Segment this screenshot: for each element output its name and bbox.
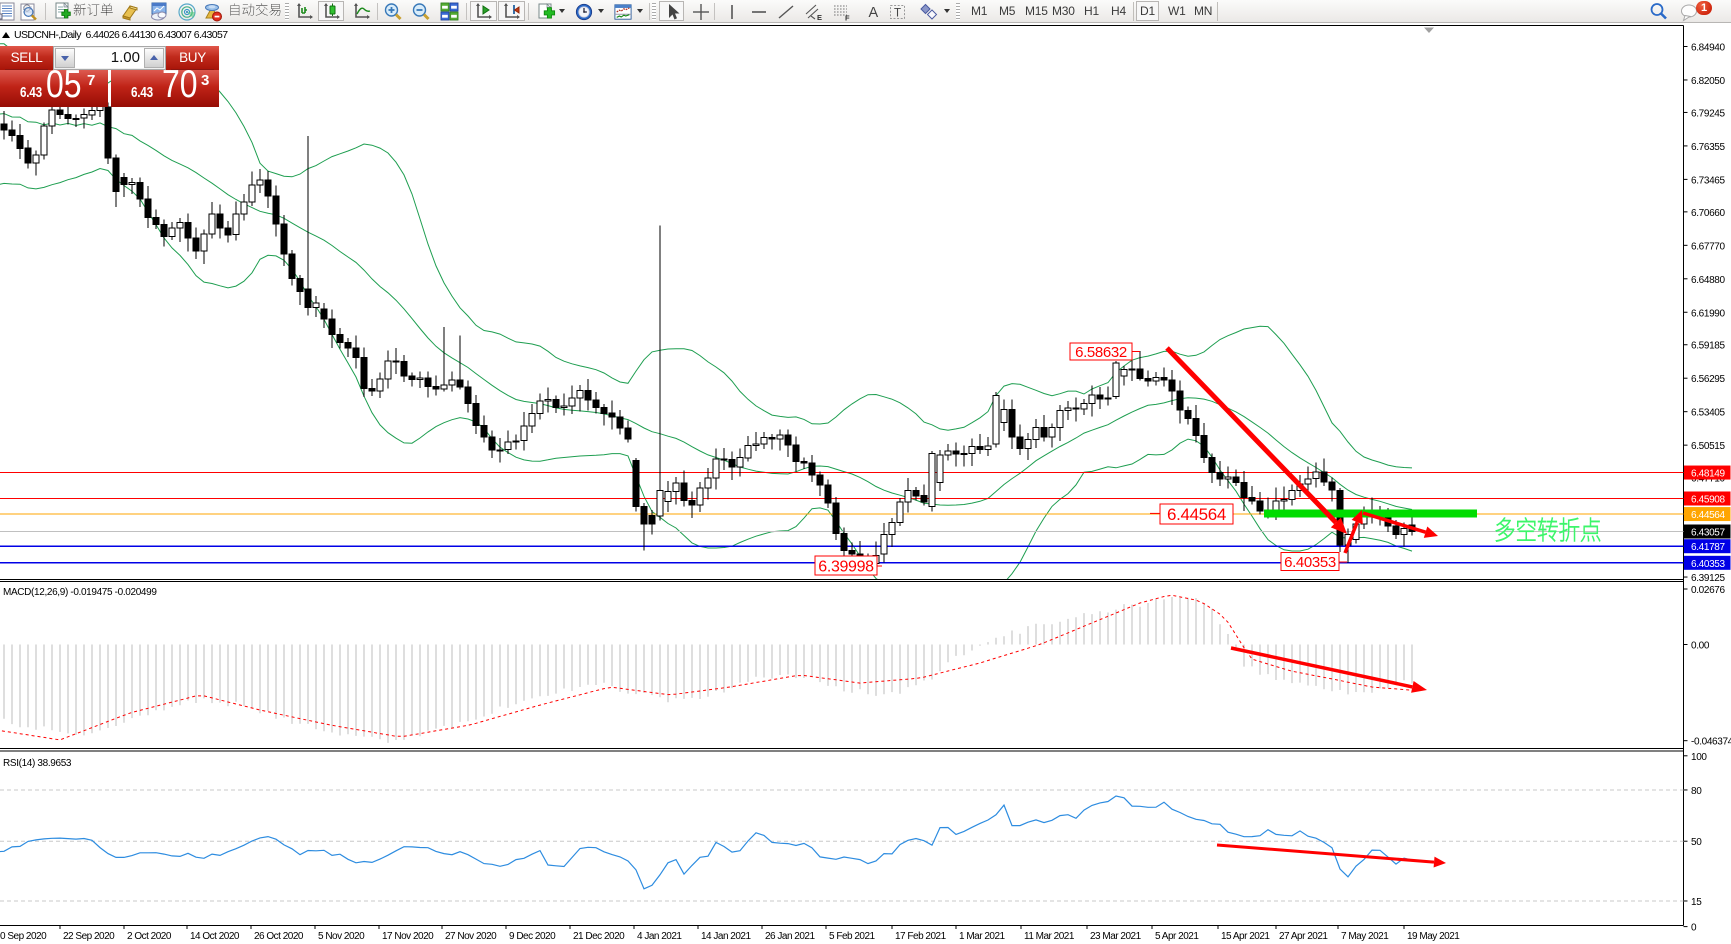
svg-text:17 Feb 2021: 17 Feb 2021: [895, 931, 947, 942]
svg-text:2 Oct 2020: 2 Oct 2020: [127, 931, 172, 942]
svg-text:6.40353: 6.40353: [1284, 554, 1336, 571]
svg-text:15 Apr 2021: 15 Apr 2021: [1221, 931, 1270, 942]
svg-text:80: 80: [1691, 786, 1702, 797]
svg-text:9 Dec 2020: 9 Dec 2020: [509, 931, 556, 942]
svg-text:26 Oct 2020: 26 Oct 2020: [254, 931, 304, 942]
svg-text:5 Feb 2021: 5 Feb 2021: [829, 931, 876, 942]
svg-text:6.70660: 6.70660: [1691, 208, 1725, 219]
svg-text:6.53405: 6.53405: [1691, 408, 1725, 419]
svg-text:6.61990: 6.61990: [1691, 308, 1725, 319]
svg-text:6.50515: 6.50515: [1691, 441, 1725, 452]
svg-text:26 Jan 2021: 26 Jan 2021: [765, 931, 815, 942]
svg-text:6.44564: 6.44564: [1691, 510, 1725, 521]
svg-text:6.64880: 6.64880: [1691, 275, 1725, 286]
svg-text:5 Nov 2020: 5 Nov 2020: [318, 931, 365, 942]
svg-text:-0.046374: -0.046374: [1691, 737, 1731, 748]
svg-text:27 Nov 2020: 27 Nov 2020: [445, 931, 497, 942]
svg-text:0.00: 0.00: [1691, 641, 1710, 652]
svg-text:A: A: [869, 5, 879, 21]
svg-text:100: 100: [1691, 752, 1707, 763]
svg-text:0 Sep 2020: 0 Sep 2020: [0, 931, 47, 942]
svg-text:6.73465: 6.73465: [1691, 175, 1725, 186]
svg-text:21 Dec 2020: 21 Dec 2020: [573, 931, 625, 942]
svg-text:6.40353: 6.40353: [1691, 559, 1725, 570]
svg-text:6.56295: 6.56295: [1691, 374, 1725, 385]
svg-text:11 Mar 2021: 11 Mar 2021: [1024, 931, 1075, 942]
svg-text:22 Sep 2020: 22 Sep 2020: [63, 931, 115, 942]
svg-text:19 May 2021: 19 May 2021: [1407, 931, 1460, 942]
svg-text:0.02676: 0.02676: [1691, 585, 1725, 596]
svg-text:6.82050: 6.82050: [1691, 76, 1725, 87]
svg-text:E: E: [817, 13, 822, 22]
svg-text:6.79245: 6.79245: [1691, 108, 1725, 119]
svg-text:6.59185: 6.59185: [1691, 341, 1725, 352]
svg-text:6.41787: 6.41787: [1691, 542, 1725, 553]
svg-text:6.43057: 6.43057: [1691, 528, 1725, 539]
svg-text:F: F: [845, 14, 850, 23]
svg-text:6.44564: 6.44564: [1167, 505, 1226, 524]
svg-text:17 Nov 2020: 17 Nov 2020: [382, 931, 434, 942]
svg-text:6.84940: 6.84940: [1691, 43, 1725, 54]
svg-text:1 Mar 2021: 1 Mar 2021: [959, 931, 1006, 942]
svg-text:14 Jan 2021: 14 Jan 2021: [701, 931, 751, 942]
svg-text:14 Oct 2020: 14 Oct 2020: [190, 931, 240, 942]
svg-text:0: 0: [1691, 923, 1697, 934]
svg-text:50: 50: [1691, 837, 1702, 848]
svg-text:6.45908: 6.45908: [1691, 494, 1725, 505]
svg-text:15: 15: [1691, 897, 1702, 908]
svg-text:MACD(12,26,9) -0.019475 -0.020: MACD(12,26,9) -0.019475 -0.020499: [3, 587, 157, 598]
svg-text:7 May 2021: 7 May 2021: [1341, 931, 1389, 942]
svg-text:6.39998: 6.39998: [818, 558, 874, 575]
svg-text:6.67770: 6.67770: [1691, 241, 1725, 252]
svg-text:6.76355: 6.76355: [1691, 142, 1725, 153]
svg-text:4 Jan 2021: 4 Jan 2021: [637, 931, 682, 942]
svg-text:5 Apr 2021: 5 Apr 2021: [1155, 931, 1199, 942]
svg-text:6.48149: 6.48149: [1691, 469, 1725, 480]
svg-text:RSI(14) 38.9653: RSI(14) 38.9653: [3, 758, 72, 769]
svg-text:27 Apr 2021: 27 Apr 2021: [1279, 931, 1328, 942]
svg-text:6.39125: 6.39125: [1691, 573, 1725, 584]
svg-text:T: T: [894, 8, 901, 20]
svg-text:6.58632: 6.58632: [1075, 344, 1127, 361]
svg-text:23 Mar 2021: 23 Mar 2021: [1090, 931, 1142, 942]
